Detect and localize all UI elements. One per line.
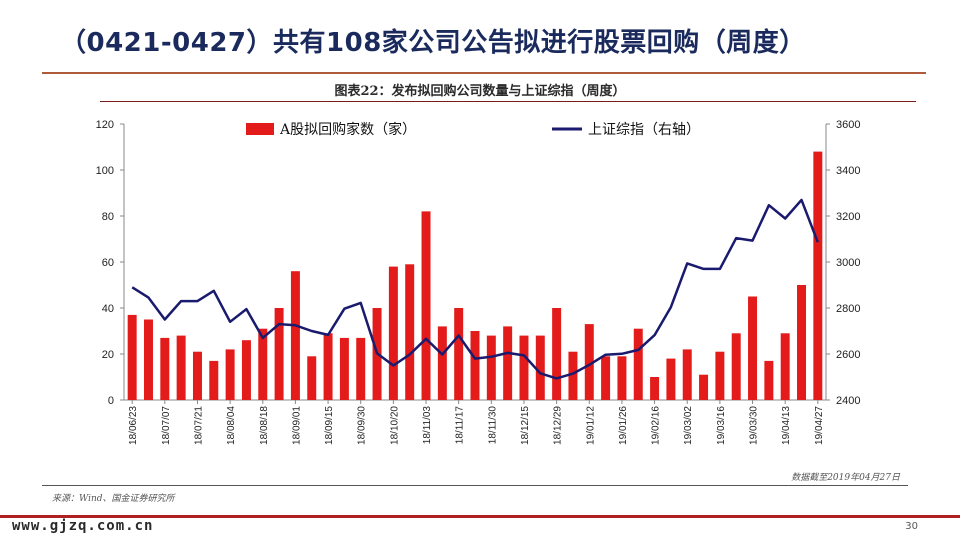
site-watermark: www.gjzq.com.cn (12, 518, 154, 534)
bar (437, 326, 447, 400)
left-tick-label: 120 (96, 119, 114, 131)
x-tick-label: 19/03/02 (683, 406, 694, 445)
bar (274, 308, 284, 400)
bar (225, 349, 235, 400)
right-tick-label: 2400 (836, 395, 860, 407)
x-tick-label: 18/07/07 (161, 406, 172, 445)
bar (748, 296, 758, 400)
bar (258, 328, 268, 400)
bar (666, 358, 676, 400)
left-tick-label: 20 (102, 349, 114, 361)
bar (160, 337, 170, 400)
right-tick-label: 3400 (836, 165, 860, 177)
bar (290, 271, 300, 400)
left-tick-label: 0 (108, 395, 114, 407)
bar (535, 335, 545, 400)
bar (552, 308, 562, 400)
chart-title: 图表22：发布拟回购公司数量与上证综指（周度） (334, 84, 626, 99)
bar (633, 328, 643, 400)
page-number: 30 (905, 521, 918, 532)
x-tick-label: 18/10/20 (389, 406, 400, 445)
x-tick-label: 18/08/18 (259, 406, 270, 445)
x-tick-label: 18/09/15 (324, 406, 335, 445)
legend-label-line: 上证综指（右轴） (588, 122, 700, 138)
legend-swatch-bar (246, 123, 274, 135)
right-tick-label: 3600 (836, 119, 860, 131)
bar (356, 337, 366, 400)
left-tick-label: 40 (102, 303, 114, 315)
bar (519, 335, 529, 400)
x-tick-label: 19/04/13 (781, 406, 792, 445)
caption-divider (100, 101, 916, 102)
bar (486, 335, 496, 400)
x-tick-label: 19/01/26 (618, 406, 629, 445)
bar (127, 314, 137, 400)
bar (307, 356, 317, 400)
right-tick-label: 2600 (836, 349, 860, 361)
bar (650, 377, 660, 400)
bar (503, 326, 513, 400)
bar (780, 333, 790, 400)
x-tick-label: 19/01/12 (585, 406, 596, 445)
bar (192, 351, 202, 400)
x-tick-label: 18/12/15 (520, 406, 531, 445)
bar (143, 319, 153, 400)
bar (682, 349, 692, 400)
x-tick-label: 18/11/30 (487, 406, 498, 445)
x-tick-label: 18/08/04 (226, 406, 237, 445)
sse-index-line (131, 198, 819, 380)
x-tick-label: 18/11/17 (455, 406, 466, 445)
bar (405, 264, 415, 400)
bar (241, 340, 251, 400)
bar (568, 351, 578, 400)
bar (601, 356, 611, 400)
source-divider (42, 485, 908, 486)
x-tick-label: 18/11/03 (422, 406, 433, 445)
x-tick-label: 18/09/01 (291, 406, 302, 445)
x-tick-label: 19/04/27 (814, 406, 825, 445)
x-tick-label: 18/09/30 (357, 406, 368, 445)
x-tick-label: 18/12/29 (553, 406, 564, 445)
slide-title: （0421-0427）共有108家公司公告拟进行股票回购（周度） (60, 28, 806, 58)
bar (699, 374, 709, 400)
bar (454, 308, 464, 400)
right-tick-label: 3200 (836, 211, 860, 223)
left-tick-label: 100 (96, 165, 114, 177)
bar (470, 331, 480, 400)
right-tick-label: 3000 (836, 257, 860, 269)
bar (764, 360, 774, 400)
x-tick-label: 18/06/23 (128, 406, 139, 445)
bar (339, 337, 349, 400)
x-tick-label: 19/02/16 (651, 406, 662, 445)
legend-label-bar: A股拟回购家数（家） (279, 121, 416, 138)
footer-bar (0, 515, 960, 518)
bar (584, 324, 594, 400)
bar (209, 360, 219, 400)
bar (421, 211, 431, 400)
left-tick-label: 60 (102, 257, 114, 269)
bar (813, 151, 823, 400)
bar (731, 333, 741, 400)
right-tick-label: 2800 (836, 303, 860, 315)
x-tick-label: 18/07/21 (193, 406, 204, 445)
title-divider (42, 72, 926, 74)
data-cutoff-note: 数据截至2019年04月27日 (791, 473, 900, 483)
bar (388, 266, 398, 400)
bar (323, 333, 333, 400)
left-tick-label: 80 (102, 211, 114, 223)
bar (715, 351, 725, 400)
bar (797, 285, 807, 400)
x-tick-label: 19/03/16 (716, 406, 727, 445)
x-tick-label: 19/03/30 (749, 406, 760, 445)
bar (176, 335, 186, 400)
bar (617, 356, 627, 400)
source-note: 来源：Wind、国金证券研究所 (52, 494, 175, 504)
